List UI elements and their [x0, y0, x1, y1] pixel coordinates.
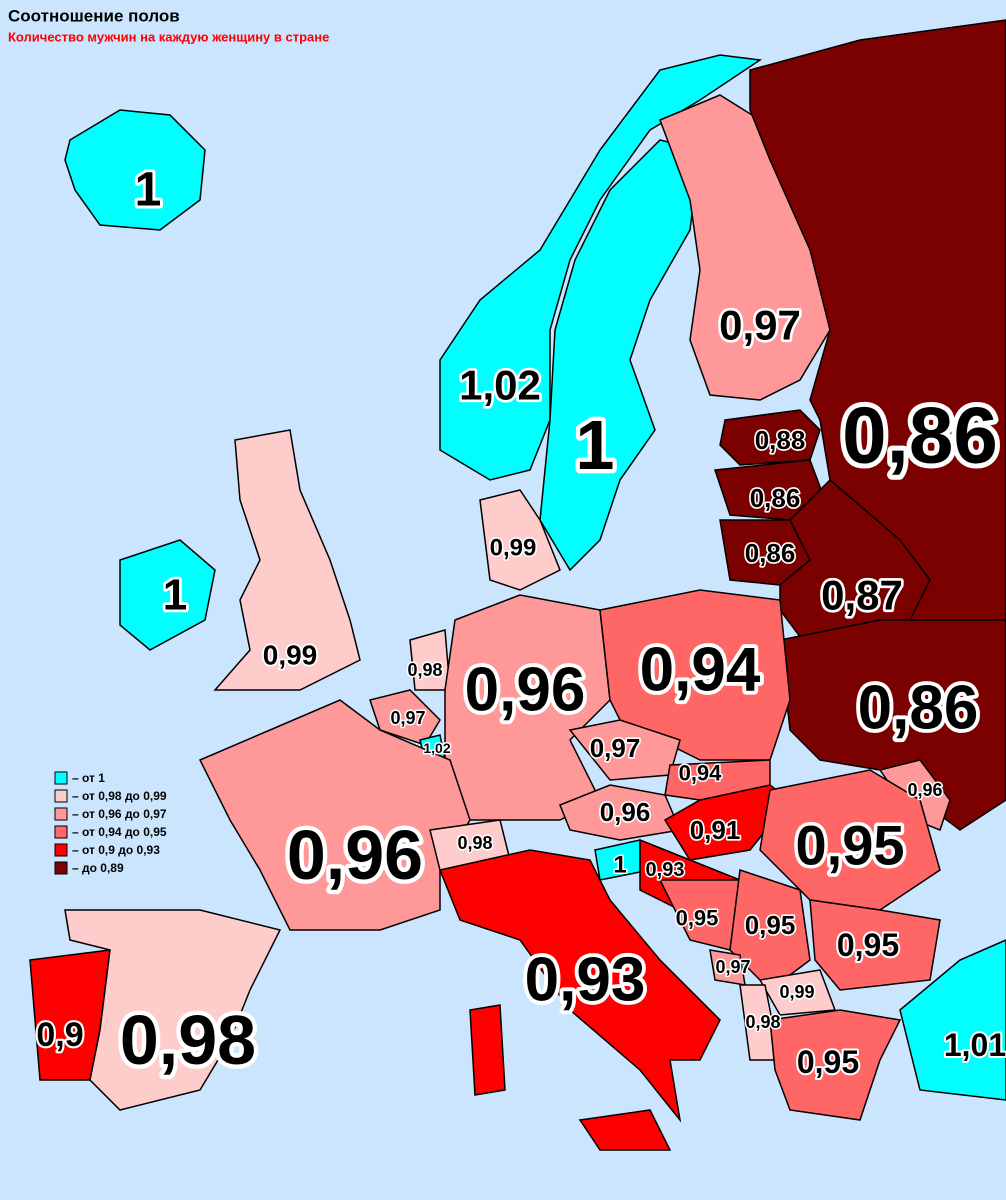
region-label: 0,87 — [821, 572, 903, 619]
legend-swatch — [54, 843, 68, 857]
region — [64, 909, 282, 1111]
region-label: 0,98 — [407, 660, 442, 680]
region-label: 0,97 — [590, 733, 641, 763]
region-label: 1 — [613, 852, 626, 879]
region-label: 0,97 — [715, 957, 750, 977]
region — [438, 849, 721, 1123]
legend-label: – от 0,94 до 0,95 — [72, 825, 167, 839]
region-label: 0,93 — [525, 946, 646, 1015]
region — [439, 54, 763, 481]
region-label: 0,91 — [690, 815, 741, 845]
region-label: 1 — [135, 164, 162, 217]
legend: – от 1 – от 0,98 до 0,99 – от 0,96 до 0,97… — [54, 771, 167, 875]
legend-swatch — [54, 807, 68, 821]
region — [539, 139, 701, 572]
region — [749, 19, 1006, 621]
region-label: 1,02 — [459, 362, 541, 409]
region-label: 0,95 — [676, 906, 719, 931]
region — [119, 539, 216, 651]
region-label: 0,98 — [120, 1001, 256, 1079]
region — [64, 109, 206, 231]
region-label: 0,97 — [719, 302, 801, 349]
legend-label: – до 0,89 — [72, 861, 124, 875]
region-label: 0,94 — [640, 636, 761, 705]
region-label: 0,94 — [679, 761, 723, 786]
region-label: 0,95 — [837, 927, 899, 963]
subtitle: Количество мужчин на каждую женщину в ст… — [8, 30, 329, 45]
region-label: 1 — [163, 571, 187, 620]
region-label: 0,9 — [36, 1016, 83, 1054]
legend-swatch — [54, 861, 68, 875]
region-label: 0,86 — [858, 674, 979, 743]
region-label: 0,95 — [797, 1044, 859, 1080]
regions — [29, 19, 1006, 1151]
region-label: 0,99 — [263, 640, 318, 671]
region-label: 0,95 — [796, 814, 905, 877]
region-label: 0,98 — [457, 833, 492, 853]
region — [213, 429, 361, 691]
region-label: 1,02 — [423, 740, 450, 756]
region-label: 0,86 — [842, 391, 998, 480]
legend-label: – от 0,98 до 0,99 — [72, 789, 167, 803]
legend-swatch — [54, 825, 68, 839]
region — [369, 689, 441, 746]
region-label: 0,86 — [745, 538, 796, 568]
region-label: 0,96 — [287, 816, 423, 894]
region-label: 0,86 — [750, 483, 801, 513]
region-label: 1,01 — [944, 1027, 1006, 1063]
region-label: 0,93 — [646, 859, 685, 881]
region — [479, 489, 561, 591]
region-label: 0,96 — [907, 780, 942, 800]
title: Соотношение полов — [8, 7, 180, 26]
region — [779, 619, 1006, 831]
region — [568, 719, 681, 781]
region-label: 1 — [576, 406, 615, 484]
region-label: 0,88 — [755, 425, 806, 455]
region-label: 0,99 — [779, 982, 814, 1002]
region-label: 0,96 — [600, 797, 651, 827]
region — [469, 1004, 506, 1096]
region — [899, 939, 1006, 1101]
region-label: 0,95 — [745, 910, 796, 940]
region — [769, 1009, 902, 1121]
legend-swatch — [54, 771, 68, 785]
legend-swatch — [54, 789, 68, 803]
region — [759, 769, 941, 911]
labels: 11,0210,970,860,880,860,860,870,860,9910… — [34, 161, 1006, 1084]
region — [578, 1109, 672, 1151]
legend-label: – от 0,9 до 0,93 — [72, 843, 160, 857]
region-label: 0,98 — [745, 1012, 780, 1032]
region-label: 0,96 — [465, 656, 586, 725]
legend-label: – от 1 — [72, 771, 105, 785]
region-label: 0,97 — [390, 708, 425, 728]
region-label: 0,99 — [490, 535, 537, 562]
legend-label: – от 0,96 до 0,97 — [72, 807, 167, 821]
region — [809, 899, 941, 991]
